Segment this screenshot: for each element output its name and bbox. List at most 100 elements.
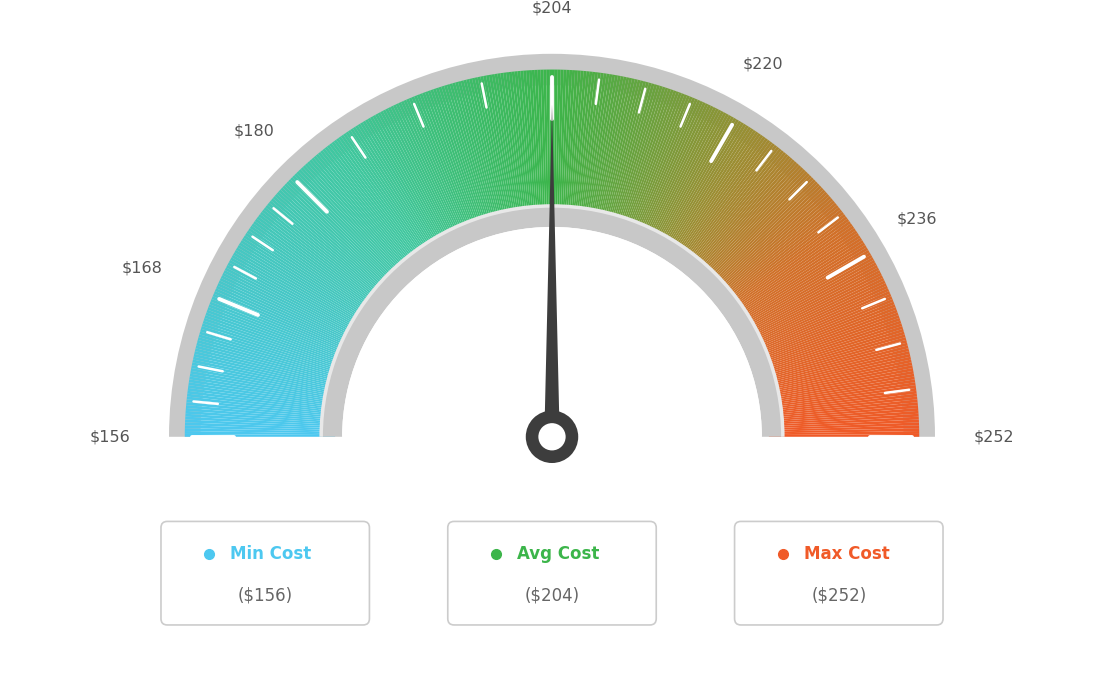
Wedge shape [768,428,920,433]
Wedge shape [596,77,629,225]
Wedge shape [350,128,434,255]
Wedge shape [740,253,871,329]
Wedge shape [741,257,874,333]
Wedge shape [745,270,881,340]
Wedge shape [768,408,919,422]
Wedge shape [762,343,907,383]
Wedge shape [757,321,901,370]
FancyBboxPatch shape [734,522,943,625]
Wedge shape [712,190,826,292]
Wedge shape [495,74,520,223]
Wedge shape [290,177,399,285]
Wedge shape [206,310,349,364]
Wedge shape [760,332,904,376]
Wedge shape [721,207,840,302]
Wedge shape [261,212,381,305]
Wedge shape [194,351,341,388]
Wedge shape [388,107,457,243]
Wedge shape [562,70,572,220]
Wedge shape [360,122,440,252]
Wedge shape [189,377,338,403]
Wedge shape [509,72,528,221]
Wedge shape [466,79,503,226]
Wedge shape [737,248,868,326]
Wedge shape [672,131,758,257]
Wedge shape [534,70,543,220]
Wedge shape [659,118,736,249]
Wedge shape [541,70,546,220]
Wedge shape [197,343,342,383]
Wedge shape [184,434,336,437]
Wedge shape [458,81,498,227]
Wedge shape [455,82,497,228]
Wedge shape [571,71,586,221]
Wedge shape [393,104,459,241]
Wedge shape [713,192,828,293]
Wedge shape [185,405,336,420]
Wedge shape [691,156,790,272]
Wedge shape [766,377,915,403]
Polygon shape [134,437,970,690]
Wedge shape [765,365,913,396]
Wedge shape [743,262,877,335]
Wedge shape [227,262,361,335]
Wedge shape [444,85,490,230]
Wedge shape [758,324,902,371]
Wedge shape [198,337,343,380]
Wedge shape [569,70,584,221]
Wedge shape [768,405,919,420]
Wedge shape [710,186,821,290]
Circle shape [539,423,565,451]
Wedge shape [184,431,336,435]
Wedge shape [185,417,336,426]
Text: $252: $252 [974,429,1015,444]
Wedge shape [221,275,358,343]
Wedge shape [318,152,415,270]
Wedge shape [258,214,380,306]
Wedge shape [188,391,337,411]
Wedge shape [375,114,449,247]
Wedge shape [666,124,746,253]
Wedge shape [245,233,372,317]
Wedge shape [319,204,785,437]
Wedge shape [213,293,352,354]
Wedge shape [576,72,595,221]
Wedge shape [614,85,660,230]
Wedge shape [703,173,809,282]
Wedge shape [765,368,913,398]
Wedge shape [631,95,690,236]
Wedge shape [584,74,609,223]
Wedge shape [425,91,478,233]
Wedge shape [768,402,917,418]
Wedge shape [739,250,870,328]
Wedge shape [731,228,856,315]
Wedge shape [756,315,900,366]
Wedge shape [242,237,370,321]
Wedge shape [555,70,561,220]
Wedge shape [453,83,495,228]
Wedge shape [756,313,899,365]
Wedge shape [567,70,581,221]
Wedge shape [203,318,347,368]
Wedge shape [711,188,824,291]
Wedge shape [581,73,604,222]
Text: ($204): ($204) [524,587,580,605]
Wedge shape [265,205,384,302]
Wedge shape [754,302,894,359]
Wedge shape [412,97,470,237]
Wedge shape [341,135,428,259]
Wedge shape [720,205,839,302]
Wedge shape [322,148,417,268]
Text: Max Cost: Max Cost [804,545,890,563]
Wedge shape [591,75,620,224]
Wedge shape [234,250,365,328]
Wedge shape [758,326,903,373]
Wedge shape [760,329,904,375]
Wedge shape [749,280,885,346]
Wedge shape [191,365,339,396]
Wedge shape [736,245,867,325]
Wedge shape [764,362,912,395]
Wedge shape [768,431,920,435]
Wedge shape [480,76,511,224]
Wedge shape [767,391,916,411]
